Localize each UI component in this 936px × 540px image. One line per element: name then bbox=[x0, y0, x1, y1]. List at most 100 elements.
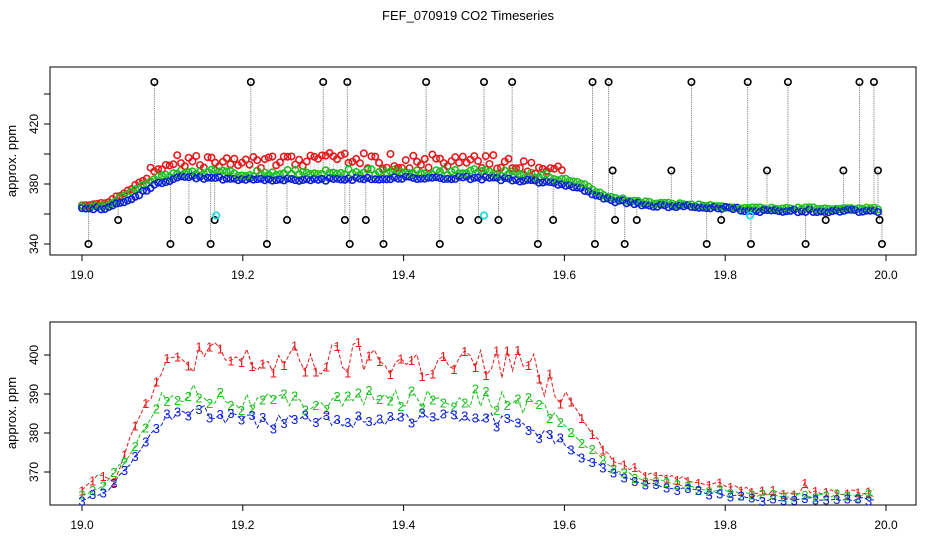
outlier-point bbox=[361, 216, 370, 225]
series2-point bbox=[157, 171, 166, 180]
series2-point bbox=[333, 169, 342, 178]
series3-point bbox=[211, 174, 220, 183]
series3-point bbox=[725, 203, 734, 212]
outlier-point bbox=[508, 78, 517, 87]
series-3-marker: 3 bbox=[461, 409, 468, 424]
series-3-marker: 3 bbox=[493, 419, 500, 434]
series3-point bbox=[416, 174, 425, 183]
series-3-marker: 3 bbox=[865, 493, 872, 508]
series3-point bbox=[272, 176, 281, 185]
series1-point bbox=[458, 152, 467, 161]
series2-point bbox=[477, 167, 486, 176]
series3-point bbox=[325, 174, 334, 183]
series3-point bbox=[310, 174, 319, 183]
series-1-marker: 1 bbox=[121, 447, 128, 462]
x-axis-1: 19.0 19.2 19.4 19.6 19.8 20.0 bbox=[70, 254, 898, 282]
series-1-marker: 1 bbox=[429, 367, 436, 382]
y-tick-label-2: 400 bbox=[27, 345, 41, 365]
series-2-marker: 2 bbox=[769, 487, 776, 502]
series-2-marker: 2 bbox=[567, 425, 574, 440]
series-2-marker: 2 bbox=[206, 396, 213, 411]
series-line-2 bbox=[81, 383, 875, 498]
series-3-marker: 3 bbox=[621, 470, 628, 485]
series3-point bbox=[843, 205, 852, 214]
series1-point bbox=[253, 156, 262, 165]
series3-point bbox=[226, 174, 235, 183]
series1-point bbox=[245, 160, 254, 169]
series-2-marker: 2 bbox=[121, 455, 128, 470]
series-3-marker: 3 bbox=[791, 493, 798, 508]
series-2-marker: 2 bbox=[546, 411, 553, 426]
y-axis-title-1: approx. ppm bbox=[4, 125, 19, 197]
outlier-point bbox=[340, 216, 349, 225]
series2-point bbox=[546, 174, 555, 183]
series3-point bbox=[314, 175, 323, 184]
series-2-marker: 2 bbox=[280, 387, 287, 402]
series2-point bbox=[622, 196, 631, 205]
series-2-marker: 2 bbox=[344, 389, 351, 404]
series3-point bbox=[378, 175, 387, 184]
series1-point bbox=[489, 151, 498, 160]
series-3-marker: 3 bbox=[759, 494, 766, 509]
series3-point bbox=[222, 174, 231, 183]
series3-point bbox=[717, 204, 726, 213]
series-2-marker: 2 bbox=[791, 490, 798, 505]
series-2-marker: 2 bbox=[854, 490, 861, 505]
series1-point bbox=[451, 153, 460, 162]
series1-point bbox=[394, 163, 403, 172]
series-1-marker: 1 bbox=[323, 360, 330, 375]
series-1-marker: 1 bbox=[737, 483, 744, 498]
outlier-point bbox=[702, 240, 711, 249]
series-2-marker: 2 bbox=[163, 394, 170, 409]
outlier-point bbox=[479, 78, 488, 87]
series1-point bbox=[401, 156, 410, 165]
x-tick-label-1: 19.0 bbox=[70, 268, 94, 282]
series2-point bbox=[131, 185, 140, 194]
series-3-marker: 3 bbox=[801, 491, 808, 506]
series1-point bbox=[375, 158, 384, 167]
series3-point bbox=[336, 175, 345, 184]
series3-point bbox=[317, 174, 326, 183]
series2-point bbox=[550, 175, 559, 184]
series-2-marker: 2 bbox=[450, 400, 457, 415]
series-3-marker: 3 bbox=[567, 443, 574, 458]
series2-point bbox=[839, 204, 848, 213]
outlier-point bbox=[283, 216, 292, 225]
series3-point bbox=[371, 175, 380, 184]
series-3-marker: 3 bbox=[812, 492, 819, 507]
outlier-point bbox=[422, 78, 431, 87]
series-3-marker: 3 bbox=[344, 415, 351, 430]
series-1-marker: 1 bbox=[631, 460, 638, 475]
series1-point bbox=[154, 165, 163, 174]
series-1-marker: 1 bbox=[642, 469, 649, 484]
series-3-marker: 3 bbox=[642, 478, 649, 493]
series-1-marker: 1 bbox=[472, 360, 479, 375]
series-1-marker: 1 bbox=[163, 351, 170, 366]
series2-point bbox=[207, 165, 216, 174]
x-axis-2: 19.0 19.2 19.4 19.6 19.8 20.0 bbox=[70, 504, 898, 532]
series3-point bbox=[287, 174, 296, 183]
outlier-point bbox=[608, 166, 617, 175]
x-tick-label-2: 19.4 bbox=[392, 518, 416, 532]
y-axis-1: 340 380 420 bbox=[27, 93, 50, 254]
series1-point bbox=[493, 164, 502, 173]
series-3-marker: 3 bbox=[610, 465, 617, 480]
series3-point bbox=[683, 201, 692, 210]
series-3-marker: 3 bbox=[334, 412, 341, 427]
series3-point bbox=[356, 174, 365, 183]
series-3-marker: 3 bbox=[504, 411, 511, 426]
series-3-marker: 3 bbox=[100, 486, 107, 501]
series1-point bbox=[340, 149, 349, 158]
series-1-marker: 1 bbox=[748, 485, 755, 500]
series-2-marker: 2 bbox=[408, 383, 415, 398]
series-3-marker: 3 bbox=[248, 408, 255, 423]
series3-point bbox=[344, 174, 353, 183]
series-2-marker: 2 bbox=[621, 466, 628, 481]
series3-point bbox=[291, 176, 300, 185]
series1-point bbox=[535, 163, 544, 172]
series2-point bbox=[527, 168, 536, 177]
series3-point bbox=[675, 201, 684, 210]
series1-point bbox=[420, 154, 429, 163]
series-1-marker: 1 bbox=[355, 335, 362, 350]
